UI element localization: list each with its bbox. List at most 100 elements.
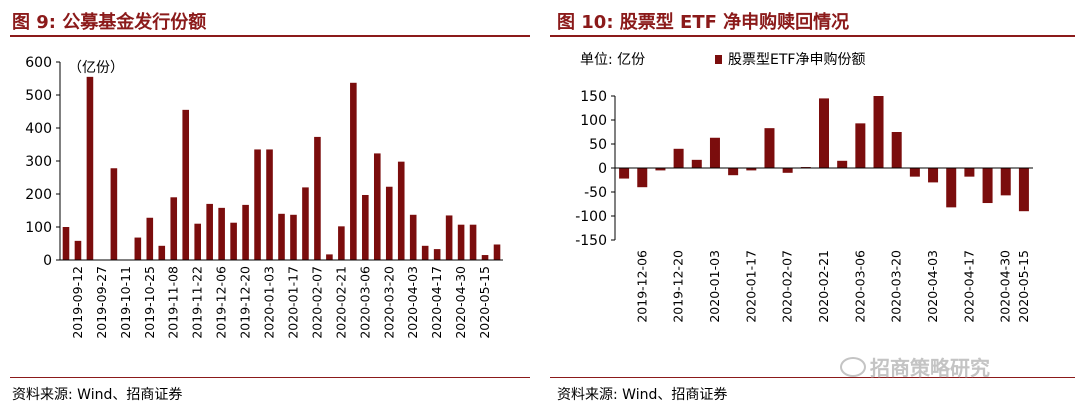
bar-15 xyxy=(242,204,249,260)
bar-2 xyxy=(655,168,666,171)
x-tick-label-6: 2020-03-06 xyxy=(852,250,867,323)
bar-14 xyxy=(873,96,884,168)
bar-26 xyxy=(373,153,381,260)
bar-22 xyxy=(326,254,333,260)
x-tick-label-17: 2020-05-15 xyxy=(477,266,492,339)
bar-9 xyxy=(170,197,178,260)
x-tick-label-5: 2019-11-22 xyxy=(190,266,205,339)
unit-label: （亿份） xyxy=(68,60,124,76)
y-tick-label-0: 0 xyxy=(598,161,607,177)
bar-27 xyxy=(385,186,393,260)
chart-etf-net-subscription: -150 -100 -50 0 50 100 150 2019-12-06 2019-12-20… xyxy=(575,52,1033,323)
bar-25 xyxy=(362,194,369,260)
watermark: 招商策略研究 xyxy=(840,352,990,381)
bar-36 xyxy=(493,244,501,260)
bar-16 xyxy=(909,168,920,177)
x-tick-label-13: 2020-03-20 xyxy=(381,266,396,339)
source-rule xyxy=(10,377,530,378)
bar-11 xyxy=(194,223,201,260)
bar-29 xyxy=(409,214,417,260)
bar-13 xyxy=(218,207,225,260)
x-tick-label-2: 2019-10-11 xyxy=(118,266,133,339)
x-tick-label-9: 2020-01-17 xyxy=(285,266,300,339)
y-tick-label-0: 0 xyxy=(43,253,52,269)
bar-9 xyxy=(782,168,793,173)
bar-20 xyxy=(302,187,309,260)
bar-15 xyxy=(891,132,902,168)
bar-34 xyxy=(469,224,477,260)
y-tick-label-300: 300 xyxy=(25,154,52,170)
source-note: 资料来源: Wind、招商证券 xyxy=(12,387,183,403)
watermark-text: 招商策略研究 xyxy=(870,356,990,380)
x-tick-label-15: 2020-04-17 xyxy=(429,266,444,339)
x-tick-label-12: 2020-03-06 xyxy=(357,266,372,339)
x-tick-label-0: 2019-12-06 xyxy=(634,250,649,323)
bar-8 xyxy=(764,128,775,168)
x-tick-label-2: 2020-01-03 xyxy=(707,250,722,323)
bar-2 xyxy=(86,76,94,260)
x-tick-label-11: 2020-02-21 xyxy=(333,266,348,339)
bar-22 xyxy=(1018,168,1029,212)
source-note: 资料来源: Wind、招商证券 xyxy=(557,387,728,403)
bar-6 xyxy=(728,168,739,176)
bar-0 xyxy=(619,168,630,179)
bar-12 xyxy=(837,160,848,168)
bar-30 xyxy=(421,245,429,260)
bar-7 xyxy=(746,168,757,171)
x-tick-label-10: 2020-04-30 xyxy=(998,250,1013,323)
bar-12 xyxy=(206,203,213,260)
y-tick-label--150: -150 xyxy=(575,233,607,249)
bar-17 xyxy=(266,149,273,260)
y-tick-label-150: 150 xyxy=(580,89,607,105)
bar-13 xyxy=(855,123,866,168)
x-tick-label-1: 2019-09-27 xyxy=(94,266,109,339)
x-tick-label-5: 2020-02-21 xyxy=(816,250,831,323)
bar-11 xyxy=(819,98,829,168)
bar-10 xyxy=(182,109,190,260)
bar-35 xyxy=(481,255,489,260)
bar-1 xyxy=(74,240,82,260)
x-tick-label-7: 2019-12-20 xyxy=(238,266,253,339)
wechat-icon xyxy=(840,357,866,377)
bar-18 xyxy=(278,213,285,260)
y-tick-label-100: 100 xyxy=(580,113,607,129)
legend-swatch xyxy=(715,55,722,64)
bar-33 xyxy=(457,224,465,260)
bar-8 xyxy=(158,245,166,260)
source-rule xyxy=(550,377,1075,378)
x-tick-label-8: 2020-01-03 xyxy=(262,266,277,339)
bar-21 xyxy=(314,136,321,260)
bar-5 xyxy=(709,137,720,168)
x-tick-label-10: 2020-02-07 xyxy=(309,266,324,339)
bar-31 xyxy=(433,249,441,260)
bar-19 xyxy=(290,214,297,260)
y-tick-label--50: -50 xyxy=(584,185,607,201)
bar-4 xyxy=(691,159,702,168)
bar-3 xyxy=(673,148,684,168)
chart-title: 图 10: 股票型 ETF 净申购赎回情况 xyxy=(557,12,850,33)
x-tick-label-9: 2020-04-17 xyxy=(961,250,976,323)
unit-label: 单位: 亿份 xyxy=(580,52,645,68)
x-tick-label-14: 2020-04-03 xyxy=(405,266,420,339)
bar-6 xyxy=(134,237,142,260)
y-tick-label-500: 500 xyxy=(25,88,52,104)
chart-fund-issuance: 0 100 200 300 400 500 600 2019-09-12 2019-09-27 2… xyxy=(25,55,503,339)
bar-19 xyxy=(964,168,975,177)
legend-label: 股票型ETF净申购份额 xyxy=(728,52,865,68)
bar-28 xyxy=(397,161,405,260)
panel-fund-issuance: 图 9: 公募基金发行份额 0 100 200 300 400 500 600 2019-09… xyxy=(10,12,530,403)
bar-18 xyxy=(946,168,957,208)
x-tick-label-3: 2019-10-25 xyxy=(142,266,157,339)
x-tick-label-4: 2019-11-08 xyxy=(166,266,181,339)
bar-24 xyxy=(350,82,357,260)
chart-title: 图 9: 公募基金发行份额 xyxy=(12,12,207,33)
title-rule xyxy=(550,35,1075,37)
bar-32 xyxy=(445,215,453,260)
bar-1 xyxy=(637,168,648,188)
y-tick-label--100: -100 xyxy=(575,209,607,225)
x-tick-label-11: 2020-05-15 xyxy=(1016,250,1031,323)
bar-16 xyxy=(254,149,261,260)
x-tick-label-0: 2019-09-12 xyxy=(70,266,85,339)
x-tick-label-1: 2019-12-20 xyxy=(671,250,686,323)
bar-21 xyxy=(1000,168,1011,196)
